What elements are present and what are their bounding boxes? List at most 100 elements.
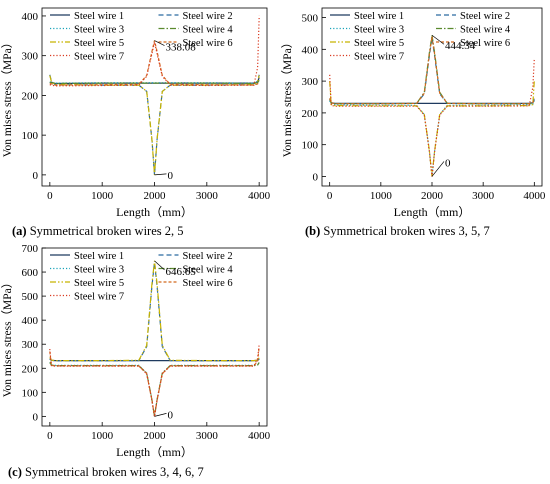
series-line-3 [329,100,535,177]
caption-b-text: Symmetrical broken wires 3, 5, 7 [323,224,490,238]
y-tick-label: 300 [22,51,39,63]
x-axis-label: Length（mm） [116,205,193,219]
chart-panel-b: 0 1000 2000 3000 4000 0 100 200 300 400 500 Length（… [280,0,550,227]
caption-b-label: (b) [305,224,321,238]
y-tick-label: 400 [22,11,39,23]
legend-label: Steel wire 2 [183,251,233,262]
y-axis-label: Von mises stress（MPa） [1,277,14,398]
legend-label: Steel wire 6 [183,38,233,49]
x-tick-label: 2000 [421,190,444,202]
caption-a-label: (a) [12,224,27,238]
series-line-5 [49,75,260,175]
legend-label: Steel wire 2 [183,11,233,22]
caption-c-label: (c) [8,465,22,479]
chart-panel-c: 0 1000 2000 3000 4000 0 100 200 300 400 500 600 700 L… [0,240,275,467]
chart-c-svg: 0 1000 2000 3000 4000 0 100 200 300 400 500 600 700 L… [1,243,271,459]
legend-label: Steel wire 3 [354,25,404,36]
legend-label: Steel wire 4 [183,265,234,276]
y-tick-label: 0 [33,170,39,182]
annotation-leader [431,161,445,177]
legend-label: Steel wire 7 [354,52,404,63]
x-tick-label: 4000 [248,430,271,442]
y-tick-label: 400 [22,315,39,327]
legend-label: Steel wire 6 [460,38,510,49]
annotation-label: 338.08 [166,42,197,54]
x-tick-label: 3000 [196,190,219,202]
y-tick-label: 0 [313,171,319,183]
annotation-leader [154,40,165,46]
legend-label: Steel wire 6 [183,278,233,289]
series-line-4 [329,35,535,105]
x-tick-label: 1000 [91,430,114,442]
caption-c: (c) Symmetrical broken wires 3, 4, 6, 7 [8,465,204,480]
x-tick-label: 1000 [370,190,393,202]
y-tick-label: 200 [22,90,39,102]
legend-label: Steel wire 3 [74,265,124,276]
legend-label: Steel wire 1 [74,251,124,262]
x-axis-label: Length（mm） [394,205,471,219]
x-tick-label: 2000 [144,190,167,202]
chart-b-svg: 0 1000 2000 3000 4000 0 100 200 300 400 500 Length（… [281,7,546,219]
y-tick-label: 300 [302,76,319,88]
legend-label: Steel wire 3 [74,25,124,36]
y-tick-label: 200 [302,108,319,120]
series-line-3 [49,361,260,417]
y-tick-label: 100 [302,140,319,152]
series-line-1 [329,99,535,105]
y-tick-label: 600 [22,267,39,279]
annotation-label: 646.65 [166,266,197,278]
legend-label: Steel wire 1 [74,11,124,22]
series-line-5 [329,81,535,177]
series-line-5 [49,260,260,362]
annotation-label: 0 [168,170,174,182]
annotation-leader [154,260,165,271]
legend-label: Steel wire 5 [74,278,124,289]
y-axis-label: Von mises stress（MPa） [1,37,14,158]
annotation-label: 0 [445,157,451,169]
legend-label: Steel wire 7 [74,292,124,303]
x-tick-label: 1000 [91,190,114,202]
legend-label: Steel wire 7 [74,52,124,63]
series-line-4 [49,362,260,417]
x-tick-label: 0 [47,430,53,442]
y-tick-label: 0 [33,411,39,423]
series-line-6 [329,36,535,105]
annotation-leader [431,34,445,45]
series-line-7 [49,15,260,87]
caption-a-text: Symmetrical broken wires 2, 5 [29,224,184,238]
y-tick-label: 500 [302,13,319,25]
series-line-4 [49,79,260,85]
legend-label: Steel wire 4 [460,25,511,36]
y-tick-label: 700 [22,243,39,255]
y-tick-label: 100 [22,387,39,399]
x-tick-label: 3000 [472,190,495,202]
annotation-leader [154,173,167,176]
y-tick-label: 200 [22,363,39,375]
x-tick-label: 4000 [523,190,546,202]
annotation-leader [154,413,167,417]
series-line-2 [49,74,260,175]
series-line-6 [49,346,260,417]
x-tick-label: 2000 [144,430,167,442]
y-tick-label: 300 [22,339,39,351]
x-axis-label: Length（mm） [116,445,193,459]
x-tick-label: 0 [47,190,53,202]
annotation-label: 0 [168,409,174,421]
y-tick-label: 100 [22,130,39,142]
chart-a-svg: 0 1000 2000 3000 4000 0 100 200 300 400 Length（mm）… [1,7,271,219]
legend-label: Steel wire 1 [354,11,404,22]
caption-b: (b) Symmetrical broken wires 3, 5, 7 [305,224,490,239]
series-line-7 [329,58,535,177]
legend-label: Steel wire 2 [460,11,510,22]
y-tick-label: 400 [302,44,319,56]
legend-label: Steel wire 5 [354,38,404,49]
annotation-label: 444.34 [445,40,476,52]
x-tick-label: 0 [327,190,333,202]
y-axis-label: Von mises stress（MPa） [281,37,294,158]
caption-a: (a) Symmetrical broken wires 2, 5 [12,224,184,239]
caption-c-text: Symmetrical broken wires 3, 4, 6, 7 [25,465,204,479]
series-line-7 [49,344,260,417]
legend-label: Steel wire 5 [74,38,124,49]
x-tick-label: 4000 [248,190,271,202]
legend-label: Steel wire 4 [183,25,234,36]
